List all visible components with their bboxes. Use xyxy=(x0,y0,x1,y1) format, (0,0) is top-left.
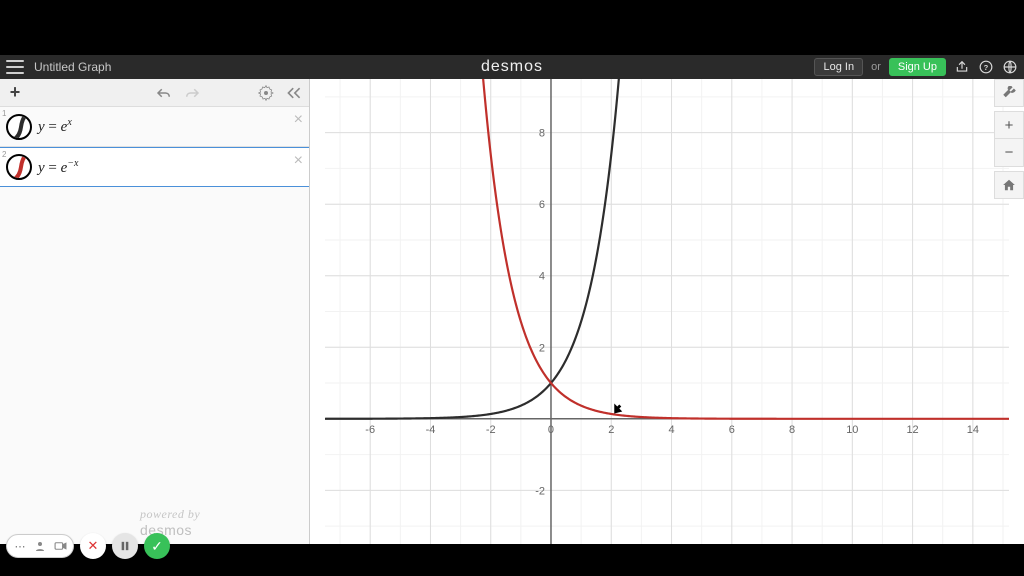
or-label: or xyxy=(871,61,881,73)
expression-index: 1 xyxy=(2,109,6,118)
color-swatch[interactable] xyxy=(6,154,32,180)
menu-icon[interactable] xyxy=(6,60,24,74)
svg-text:14: 14 xyxy=(967,424,979,436)
svg-text:10: 10 xyxy=(846,424,858,436)
svg-text:12: 12 xyxy=(906,424,918,436)
expression-sidebar: + 1y = e xyxy=(0,79,310,544)
pause-recording-button[interactable] xyxy=(112,533,138,559)
help-icon[interactable]: ? xyxy=(978,59,994,75)
color-swatch[interactable] xyxy=(6,114,32,140)
confirm-recording-button[interactable]: ✓ xyxy=(144,533,170,559)
graph-title[interactable]: Untitled Graph xyxy=(34,60,111,74)
signup-button[interactable]: Sign Up xyxy=(889,58,946,76)
svg-text:-2: -2 xyxy=(486,424,496,436)
recording-pill[interactable]: ⋯ xyxy=(6,534,74,558)
add-expression-button[interactable]: + xyxy=(4,82,26,104)
svg-text:8: 8 xyxy=(539,128,545,140)
svg-text:2: 2 xyxy=(608,424,614,436)
dots-icon: ⋯ xyxy=(13,539,27,553)
svg-text:0: 0 xyxy=(548,424,554,436)
expression-row[interactable]: 2 y = e−x × xyxy=(0,147,309,187)
svg-text:-4: -4 xyxy=(426,424,436,436)
svg-text:-2: -2 xyxy=(535,485,545,497)
expression-row[interactable]: 1 y = ex × xyxy=(0,107,309,147)
redo-button[interactable] xyxy=(181,82,203,104)
svg-text:6: 6 xyxy=(729,424,735,436)
person-icon xyxy=(33,539,47,553)
collapse-sidebar-button[interactable] xyxy=(283,82,305,104)
login-button[interactable]: Log In xyxy=(814,58,863,76)
zoom-in-button[interactable]: + xyxy=(994,111,1024,139)
share-icon[interactable] xyxy=(954,59,970,75)
language-icon[interactable] xyxy=(1002,59,1018,75)
expression-text[interactable]: y = e−x xyxy=(38,158,79,177)
svg-text:8: 8 xyxy=(789,424,795,436)
svg-text:6: 6 xyxy=(539,199,545,211)
zoom-out-button[interactable]: − xyxy=(994,139,1024,167)
delete-expression-icon[interactable]: × xyxy=(294,111,303,129)
graph-canvas[interactable]: -6 -4 -2 0 2 4 6 8 10 12 14 -2 2 4 6 8 + − xyxy=(310,79,1024,544)
expression-index: 2 xyxy=(2,150,6,159)
expression-text[interactable]: y = ex xyxy=(38,117,72,136)
svg-text:2: 2 xyxy=(539,342,545,354)
svg-text:4: 4 xyxy=(668,424,674,436)
wrench-settings-button[interactable] xyxy=(994,79,1024,107)
sidebar-toolbar: + xyxy=(0,79,309,107)
topbar: Untitled Graph desmos Log In or Sign Up … xyxy=(0,55,1024,79)
camera-icon xyxy=(53,539,67,553)
undo-button[interactable] xyxy=(153,82,175,104)
brand-logo: desmos xyxy=(481,58,543,76)
home-zoom-button[interactable] xyxy=(994,171,1024,199)
svg-text:?: ? xyxy=(984,63,989,72)
delete-expression-icon[interactable]: × xyxy=(294,152,303,170)
cancel-recording-button[interactable]: ✕ xyxy=(80,533,106,559)
svg-text:4: 4 xyxy=(539,271,545,283)
svg-text:-6: -6 xyxy=(365,424,375,436)
settings-icon[interactable] xyxy=(255,82,277,104)
